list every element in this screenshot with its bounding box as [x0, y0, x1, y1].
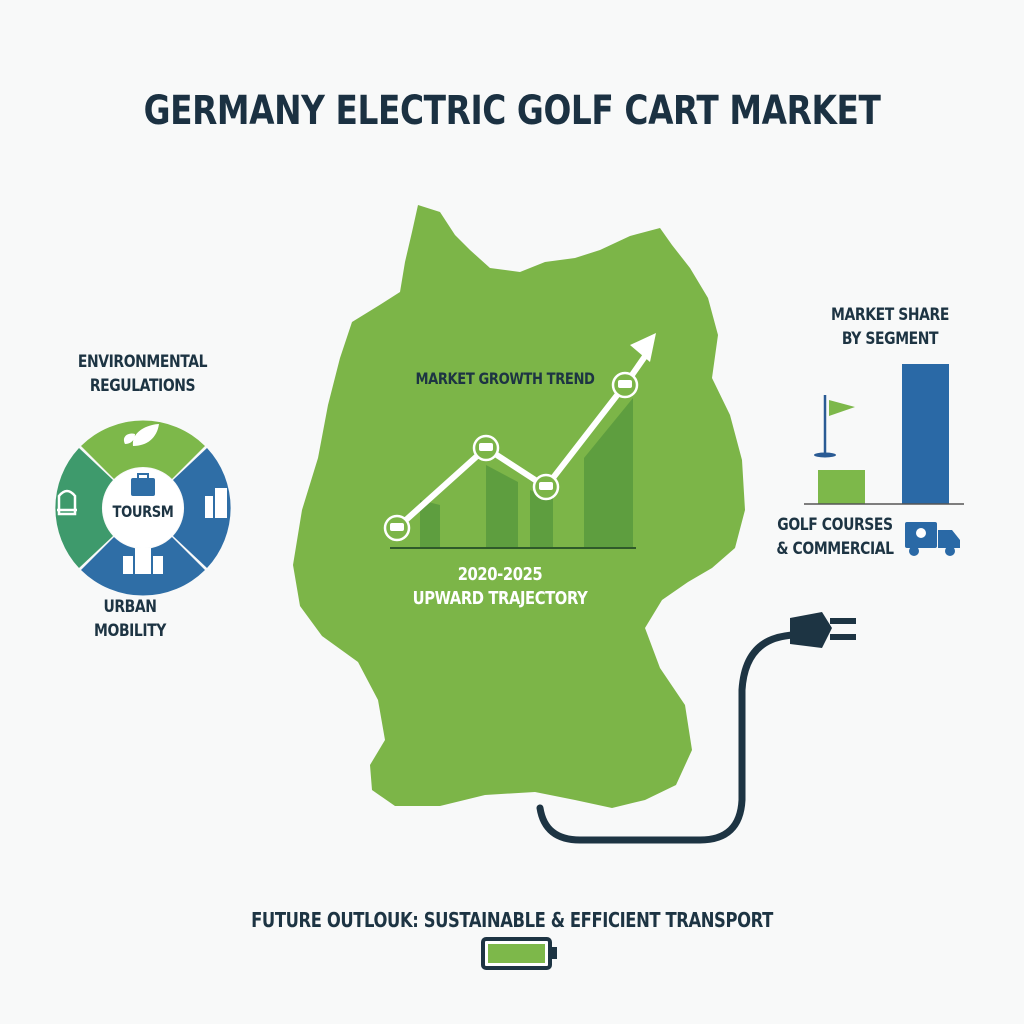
golf-cart-front-icon	[57, 489, 77, 516]
growth-bar	[530, 490, 553, 548]
share-label-line1: GOLF COURSES	[777, 515, 893, 535]
growth-subtitle: UPWARD TRAJECTORY	[412, 588, 588, 609]
label-environmental-regulations: ENVIRONMENTAL REGULATIONS	[77, 352, 208, 396]
plug-cable-icon	[536, 612, 856, 844]
bar-golf-courses	[818, 470, 865, 504]
city-buildings-icon	[123, 548, 163, 574]
share-label-line2: & COMMERCIAL	[776, 539, 894, 559]
delivery-truck-icon	[905, 522, 960, 556]
label-urban-mobility: URBAN MOBILITY	[94, 597, 166, 641]
share-title-line2: BY SEGMENT	[841, 329, 939, 349]
growth-bar	[420, 500, 440, 548]
growth-bar	[486, 465, 518, 548]
footer-outlook: FUTURE OUTLOUK: SUSTAINABLE & EFFICIENT …	[251, 908, 773, 932]
segment-buildings	[173, 448, 231, 568]
segment-cart	[55, 448, 113, 568]
label-tourism: TOURSM	[112, 502, 174, 521]
growth-title: MARKET GROWTH TREND	[415, 369, 595, 388]
drivers-ring	[55, 420, 231, 596]
market-share-chart	[804, 364, 964, 556]
battery-full-icon	[481, 937, 557, 970]
germany-map	[293, 205, 745, 808]
golf-cart-icon	[390, 380, 632, 531]
arrow-head-icon	[630, 333, 656, 362]
buildings-icon	[205, 488, 227, 518]
bar-commercial	[902, 364, 949, 504]
suitcase-icon	[131, 478, 155, 496]
page-title: GERMANY ELECTRIC GOLF CART MARKET	[143, 88, 881, 134]
growth-period: 2020-2025	[457, 564, 543, 585]
share-title-line1: MARKET SHARE	[831, 305, 949, 325]
growth-chart	[383, 333, 656, 549]
growth-bar	[584, 398, 633, 548]
segment-environmental	[81, 420, 205, 479]
leaf-icon	[123, 424, 159, 446]
golf-flag-icon	[814, 395, 855, 458]
